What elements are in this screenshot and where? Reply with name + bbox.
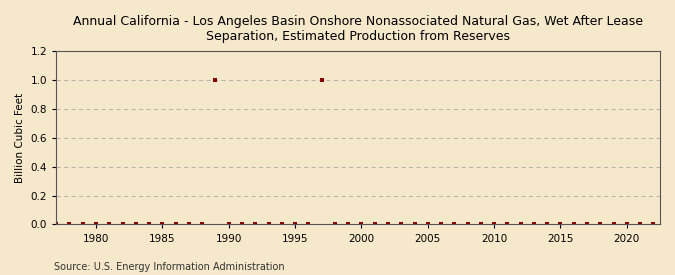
- Title: Annual California - Los Angeles Basin Onshore Nonassociated Natural Gas, Wet Aft: Annual California - Los Angeles Basin On…: [73, 15, 643, 43]
- Y-axis label: Billion Cubic Feet: Billion Cubic Feet: [15, 93, 25, 183]
- Text: Source: U.S. Energy Information Administration: Source: U.S. Energy Information Administ…: [54, 262, 285, 272]
